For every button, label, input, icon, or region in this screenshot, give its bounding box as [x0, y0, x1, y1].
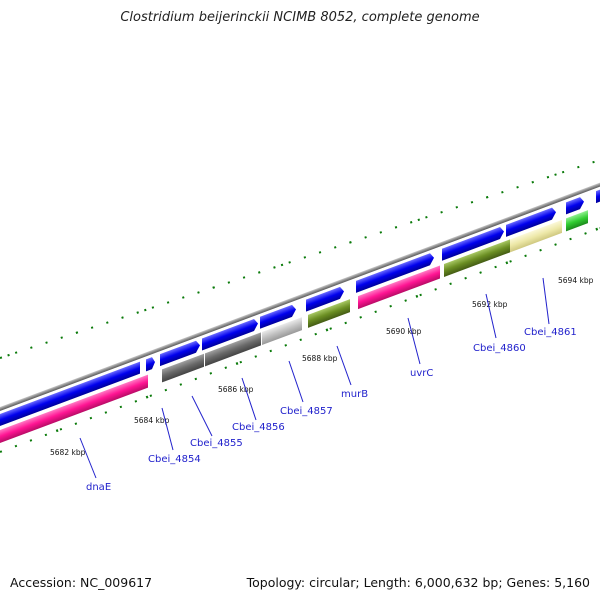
- map-title: Clostridium beijerinckii NCIMB 8052, com…: [120, 10, 480, 25]
- feature-khaki: [510, 219, 562, 253]
- cds-uvrC: [356, 253, 434, 293]
- gene-label-dnaE: dnaE: [86, 482, 111, 493]
- feature-green: [566, 210, 588, 232]
- tick-label: 5692 kbp: [472, 300, 508, 309]
- gene-label-uvrC: uvrC: [410, 368, 433, 379]
- tick-label: 5684 kbp: [134, 416, 170, 425]
- feature-row: [0, 210, 588, 447]
- gene-label-murB: murB: [341, 389, 368, 400]
- gene-label-cbei-4856: Cbei_4856: [232, 422, 285, 433]
- gene-labels: dnaE Cbei_4854 Cbei_4855 Cbei_4856 Cbei_…: [86, 327, 577, 493]
- cds-dnaE: [0, 361, 140, 430]
- feature-gray-2: [205, 332, 261, 367]
- feature-olive-2: [444, 239, 510, 277]
- cds-small-2: [566, 197, 584, 215]
- tick-labels: 5682 kbp 5684 kbp 5686 kbp 5688 kbp 5690…: [50, 276, 594, 457]
- gene-label-cbei-4861: Cbei_4861: [524, 327, 577, 338]
- genome-summary-text: Topology: circular; Length: 6,000,632 bp…: [246, 575, 590, 590]
- tick-label: 5686 kbp: [218, 385, 254, 394]
- cds-cbei-4860: [442, 227, 504, 261]
- feature-pink-1: [0, 374, 148, 447]
- gene-label-cbei-4855: Cbei_4855: [190, 438, 243, 449]
- tick-label: 5690 kbp: [386, 327, 422, 336]
- feature-olive-1: [308, 299, 350, 328]
- label-leaders: [79, 277, 550, 479]
- feature-gray-1: [162, 353, 204, 383]
- gene-label-cbei-4857: Cbei_4857: [280, 406, 333, 417]
- accession-text: Accession: NC_009617: [10, 575, 153, 590]
- feature-lightgray: [262, 317, 302, 346]
- cds-cbei-4854: [160, 340, 200, 367]
- feature-pink-2: [358, 265, 440, 310]
- gene-label-cbei-4854: Cbei_4854: [148, 454, 201, 465]
- cds-cbei-4856: [260, 304, 296, 329]
- gene-label-cbei-4860: Cbei_4860: [473, 343, 526, 354]
- cds-cbei-4861: [506, 207, 556, 237]
- tick-label: 5682 kbp: [50, 448, 86, 457]
- tick-label: 5688 kbp: [302, 354, 338, 363]
- backbone: [0, 171, 600, 415]
- cds-cbei-4855: [202, 319, 258, 351]
- cds-edge: [596, 188, 600, 204]
- forward-strand: [0, 188, 600, 430]
- cds-murB: [306, 286, 344, 312]
- cds-small-1: [146, 357, 155, 372]
- inner-ticks-ring: [0, 226, 600, 454]
- tick-label: 5694 kbp: [558, 276, 594, 285]
